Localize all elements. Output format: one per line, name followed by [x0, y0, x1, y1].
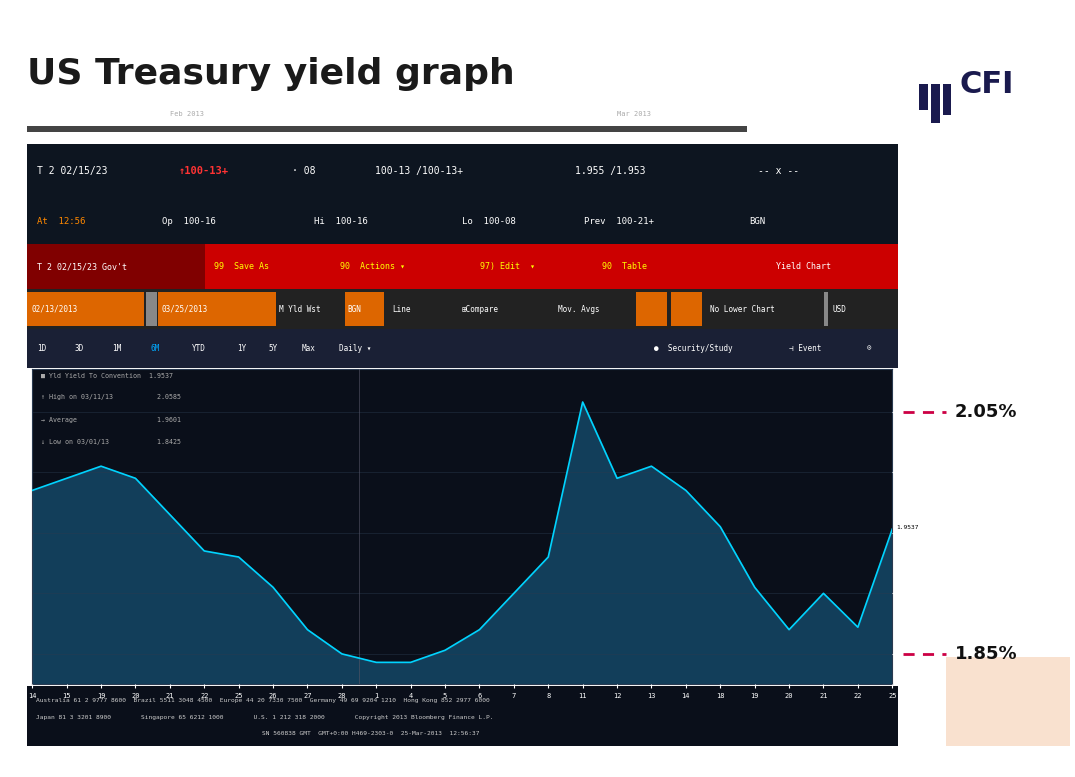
Text: At  12:56: At 12:56 — [38, 218, 86, 226]
Text: CFI: CFI — [960, 70, 1015, 99]
Bar — [345, 292, 384, 326]
Bar — [943, 85, 951, 115]
Bar — [27, 292, 144, 326]
Text: Hi  100-16: Hi 100-16 — [314, 218, 368, 226]
Text: ↑100-13+: ↑100-13+ — [180, 166, 229, 176]
Text: ⊙: ⊙ — [868, 343, 872, 353]
Text: Feb 2013: Feb 2013 — [170, 111, 204, 117]
Bar — [27, 199, 898, 244]
Text: Yield Chart: Yield Chart — [776, 263, 831, 271]
Text: · 08: · 08 — [292, 166, 316, 176]
Text: 1M: 1M — [112, 343, 121, 353]
Text: 3D: 3D — [75, 343, 84, 353]
Text: 1.955 /1.953: 1.955 /1.953 — [575, 166, 646, 176]
Text: Line: Line — [392, 305, 411, 314]
Text: USD: USD — [832, 305, 846, 314]
Text: Daily ▾: Daily ▾ — [339, 343, 371, 353]
Text: 5Y: 5Y — [269, 343, 278, 353]
Text: 1.85%: 1.85% — [955, 645, 1017, 663]
Text: 03/25/2013: 03/25/2013 — [162, 305, 209, 314]
Text: Mov. Avgs: Mov. Avgs — [558, 305, 600, 314]
Text: ⊞Compare: ⊞Compare — [462, 305, 499, 314]
Text: 99  Save As: 99 Save As — [214, 263, 269, 271]
Text: Mar 2013: Mar 2013 — [617, 111, 651, 117]
Bar — [671, 292, 702, 326]
Text: Japan 81 3 3201 8900        Singapore 65 6212 1000        U.S. 1 212 318 2000   : Japan 81 3 3201 8900 Singapore 65 6212 1… — [35, 715, 493, 720]
Text: -- x --: -- x -- — [758, 166, 800, 176]
Text: 6M: 6M — [151, 343, 160, 353]
Bar — [27, 144, 898, 199]
Text: Prev  100-21+: Prev 100-21+ — [584, 218, 654, 226]
Text: Lo  100-08: Lo 100-08 — [462, 218, 516, 226]
Bar — [919, 84, 928, 110]
Text: 1.9537: 1.9537 — [897, 525, 919, 530]
Bar — [27, 290, 898, 329]
Text: SN 560838 GMT  GMT+0:00 H469-2303-0  25-Mar-2013  12:56:37: SN 560838 GMT GMT+0:00 H469-2303-0 25-Ma… — [262, 731, 479, 737]
Bar — [27, 244, 898, 290]
Text: Max: Max — [301, 343, 315, 353]
Text: 2.05%: 2.05% — [955, 402, 1017, 420]
Bar — [146, 292, 157, 326]
Text: T 2 02/15/23: T 2 02/15/23 — [38, 166, 108, 176]
Bar — [823, 292, 828, 326]
Text: US Treasury yield graph: US Treasury yield graph — [27, 57, 515, 91]
Text: ■ Yld Yield To Convention  1.9537: ■ Yld Yield To Convention 1.9537 — [41, 372, 173, 378]
Bar — [158, 292, 276, 326]
Text: 1D: 1D — [38, 343, 46, 353]
Text: T 2 02/15/23 Gov't: T 2 02/15/23 Gov't — [38, 263, 127, 271]
Text: BGN: BGN — [749, 218, 765, 226]
Text: YTD: YTD — [192, 343, 206, 353]
Bar — [931, 85, 940, 123]
Text: 100-13 /100-13+: 100-13 /100-13+ — [375, 166, 463, 176]
Text: 90  Table: 90 Table — [602, 263, 646, 271]
Bar — [27, 329, 898, 368]
Text: ↓ Low on 03/01/13            1.8425: ↓ Low on 03/01/13 1.8425 — [41, 438, 181, 444]
Bar — [27, 686, 898, 746]
Bar — [636, 292, 666, 326]
Bar — [27, 244, 205, 290]
Bar — [27, 126, 747, 132]
Text: Australia 61 2 9777 8600  Brazil 5511 3048 4500  Europe 44 20 7330 7500  Germany: Australia 61 2 9777 8600 Brazil 5511 304… — [35, 699, 489, 703]
Text: ●  Security/Study: ● Security/Study — [654, 343, 732, 353]
Text: BGN: BGN — [347, 305, 361, 314]
Text: M Yld Wst: M Yld Wst — [280, 305, 321, 314]
Text: 1Y: 1Y — [238, 343, 247, 353]
Bar — [946, 657, 1070, 746]
Text: 97) Edit  ▾: 97) Edit ▾ — [479, 263, 534, 271]
Text: 90  Actions ▾: 90 Actions ▾ — [341, 263, 405, 271]
Text: No Lower Chart: No Lower Chart — [711, 305, 775, 314]
Text: ↑ High on 03/11/13           2.0585: ↑ High on 03/11/13 2.0585 — [41, 395, 181, 400]
Text: Op  100-16: Op 100-16 — [162, 218, 216, 226]
Text: 02/13/2013: 02/13/2013 — [31, 305, 77, 314]
Text: → Average                    1.9601: → Average 1.9601 — [41, 416, 181, 423]
Text: ⊣ Event: ⊣ Event — [789, 343, 821, 353]
